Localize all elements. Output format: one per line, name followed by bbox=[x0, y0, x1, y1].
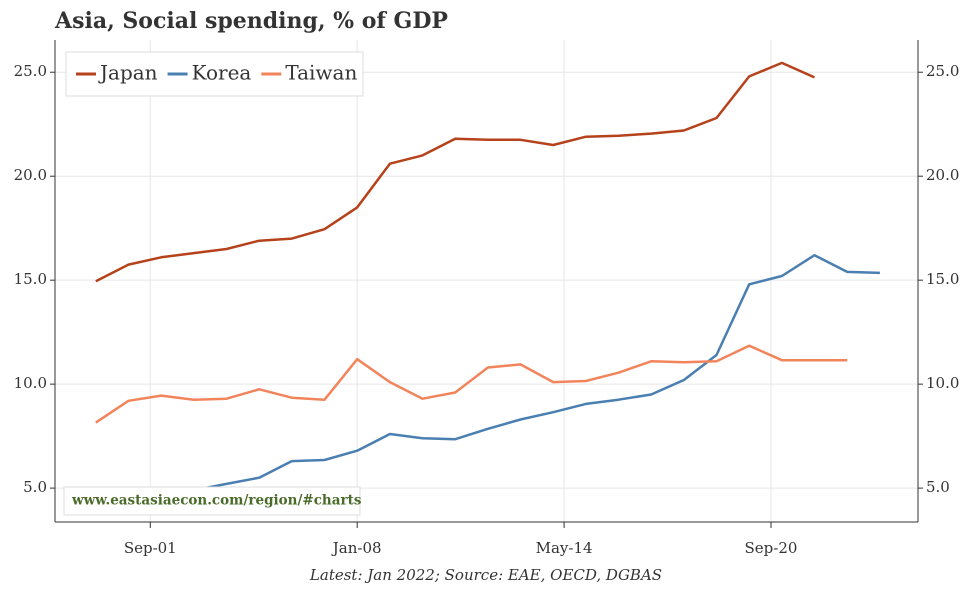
chart-title: Asia, Social spending, % of GDP bbox=[54, 8, 448, 34]
x-tick-label: Jan-08 bbox=[331, 539, 382, 557]
y-tick-label: 20.0 bbox=[14, 166, 47, 184]
y-tick-label: 10.0 bbox=[14, 374, 47, 392]
legend-label: Korea bbox=[192, 61, 252, 85]
series-line bbox=[95, 61, 816, 283]
caption: Latest: Jan 2022; Source: EAE, OECD, DGB… bbox=[309, 566, 662, 584]
y2-tick-label: 10.0 bbox=[926, 374, 959, 392]
series-line bbox=[95, 344, 848, 424]
y2-tick-label: 5.0 bbox=[926, 478, 950, 496]
series-line bbox=[193, 253, 880, 492]
watermark: www.eastasiaecon.com/region/#charts bbox=[71, 493, 362, 509]
y2-tick-label: 25.0 bbox=[926, 62, 959, 80]
legend-label: Taiwan bbox=[285, 61, 357, 85]
y2-tick-label: 20.0 bbox=[926, 166, 959, 184]
y-tick-label: 25.0 bbox=[14, 62, 47, 80]
plot-lines bbox=[95, 61, 880, 492]
legend: Japan Korea Taiwan bbox=[65, 51, 364, 97]
legend-box bbox=[65, 51, 364, 97]
y-tick-label: 15.0 bbox=[14, 270, 47, 288]
y-tick-label: 5.0 bbox=[23, 478, 47, 496]
x-tick-label: May-14 bbox=[536, 539, 593, 557]
watermark-box bbox=[63, 486, 361, 516]
legend-label: Japan bbox=[98, 61, 158, 85]
x-tick-label: Sep-20 bbox=[745, 539, 798, 557]
x-tick-label: Sep-01 bbox=[124, 539, 177, 557]
y2-tick-label: 15.0 bbox=[926, 270, 959, 288]
